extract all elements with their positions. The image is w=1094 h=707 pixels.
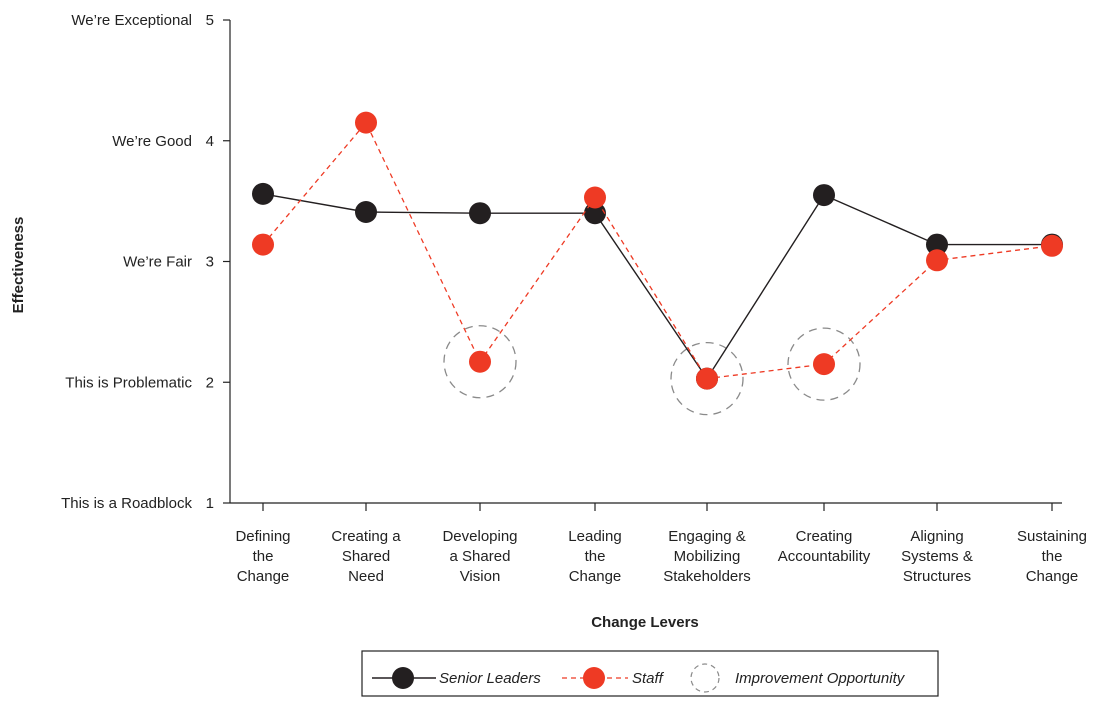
x-tick-label-line: Creating [796, 528, 853, 545]
legend: Senior Leaders Staff Improvement Opportuni… [361, 650, 939, 697]
legend-marker [690, 663, 720, 693]
improvement-opportunity-circle [670, 341, 744, 416]
x-tick-label-line: Sustaining [1017, 528, 1087, 545]
x-tick-label-line: Change [1026, 568, 1079, 585]
y-tick-label: This is a Roadblock [61, 495, 192, 512]
legend-marker [392, 667, 414, 689]
x-tick-label: Leading the Change [568, 528, 621, 585]
y-tick-label: We’re Exceptional [71, 12, 192, 29]
legend-marker [583, 667, 605, 689]
x-tick-label-line: Shared [342, 548, 390, 565]
series-point [813, 184, 835, 207]
series-line [262, 121, 1053, 380]
series-point [469, 202, 491, 225]
series-layer [252, 111, 1063, 390]
y-tick-value: 5 [206, 12, 214, 29]
x-tick-label-line: Aligning [910, 528, 963, 545]
y-tick-label: We’re Fair [123, 254, 192, 271]
series-point [584, 186, 606, 209]
legend-label: Senior Leaders [439, 670, 541, 687]
y-axis-ticks: 1 This is a Roadblock 2 This is Problematic… [61, 12, 230, 512]
x-tick-label-line: Leading [568, 528, 621, 545]
x-tick-label-line: Developing [442, 528, 517, 545]
series-point [584, 202, 606, 225]
y-tick-value: 2 [206, 374, 214, 391]
series-line [262, 193, 1052, 380]
y-tick-label: This is Problematic [65, 374, 192, 391]
legend-label: Improvement Opportunity [735, 670, 906, 687]
x-tick-label: Creating Accountability [778, 528, 871, 565]
series-point [926, 249, 948, 272]
improvement-opportunity-markers [443, 325, 861, 416]
x-tick-label: Creating a Shared Need [331, 528, 401, 585]
series-point [696, 367, 718, 390]
improvement-opportunity-circle [443, 325, 517, 399]
legend-label: Staff [632, 670, 665, 687]
y-axis-title: Effectiveness [10, 217, 27, 314]
x-tick-label-line: the [1042, 548, 1063, 565]
x-tick-label-line: Mobilizing [674, 548, 741, 565]
x-tick-label-line: Systems & [901, 548, 973, 565]
x-tick-label-line: Creating a [331, 528, 401, 545]
x-tick-label: Engaging & Mobilizing Stakeholders [663, 528, 751, 585]
series-point [926, 233, 948, 256]
x-tick-label-line: Engaging & [668, 528, 746, 545]
x-axis-ticks: Defining the Change Creating a Shared Need Dev… [235, 503, 1087, 585]
x-tick-label-line: the [253, 548, 274, 565]
x-tick-label-line: Accountability [778, 548, 871, 565]
series-point [252, 182, 274, 205]
y-tick-value: 4 [206, 133, 214, 150]
y-tick-label: We’re Good [112, 133, 192, 150]
x-axis-title: Change Levers [591, 614, 699, 631]
x-tick-label-line: Need [348, 568, 384, 585]
x-tick-label: Developing a Shared Vision [442, 528, 517, 585]
y-tick-value: 1 [206, 495, 214, 512]
x-tick-label-line: Change [237, 568, 290, 585]
x-tick-label-line: Structures [903, 568, 971, 585]
x-tick-label-line: Change [569, 568, 622, 585]
improvement-opportunity-circle [787, 327, 861, 401]
x-tick-label-line: the [585, 548, 606, 565]
x-tick-label: Aligning Systems & Structures [901, 528, 973, 585]
series-point [355, 111, 377, 134]
series-point [469, 350, 491, 373]
x-tick-label-line: Stakeholders [663, 568, 751, 585]
x-tick-label: Defining the Change [235, 528, 290, 585]
legend-box [361, 650, 939, 697]
x-tick-label-line: Defining [235, 528, 290, 545]
x-tick-label-line: a Shared [450, 548, 511, 565]
x-tick-label-line: Vision [460, 568, 501, 585]
y-tick-value: 3 [206, 254, 214, 271]
series-point [1041, 234, 1063, 257]
series-point [252, 233, 274, 256]
series-point [813, 353, 835, 376]
series-point [355, 200, 377, 223]
x-tick-label: Sustaining the Change [1017, 528, 1087, 585]
